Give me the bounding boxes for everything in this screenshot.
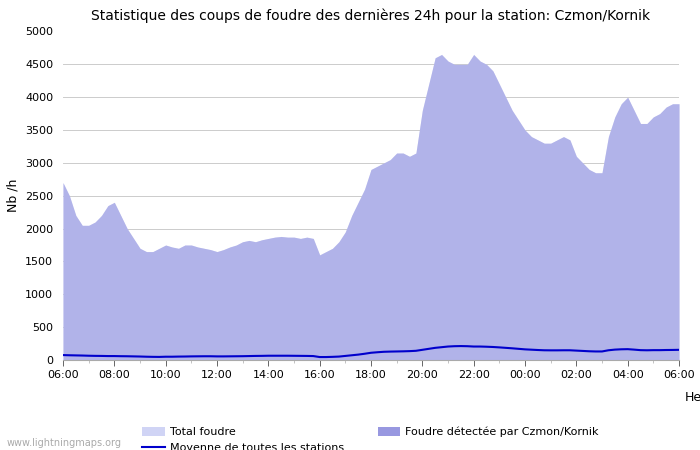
Text: www.lightningmaps.org: www.lightningmaps.org [7, 438, 122, 448]
Legend: Total foudre, Moyenne de toutes les stations, Foudre détectée par Czmon/Kornik: Total foudre, Moyenne de toutes les stat… [143, 427, 599, 450]
Text: Heure: Heure [685, 391, 700, 404]
Y-axis label: Nb /h: Nb /h [6, 179, 20, 212]
Title: Statistique des coups de foudre des dernières 24h pour la station: Czmon/Kornik: Statistique des coups de foudre des dern… [92, 9, 650, 23]
